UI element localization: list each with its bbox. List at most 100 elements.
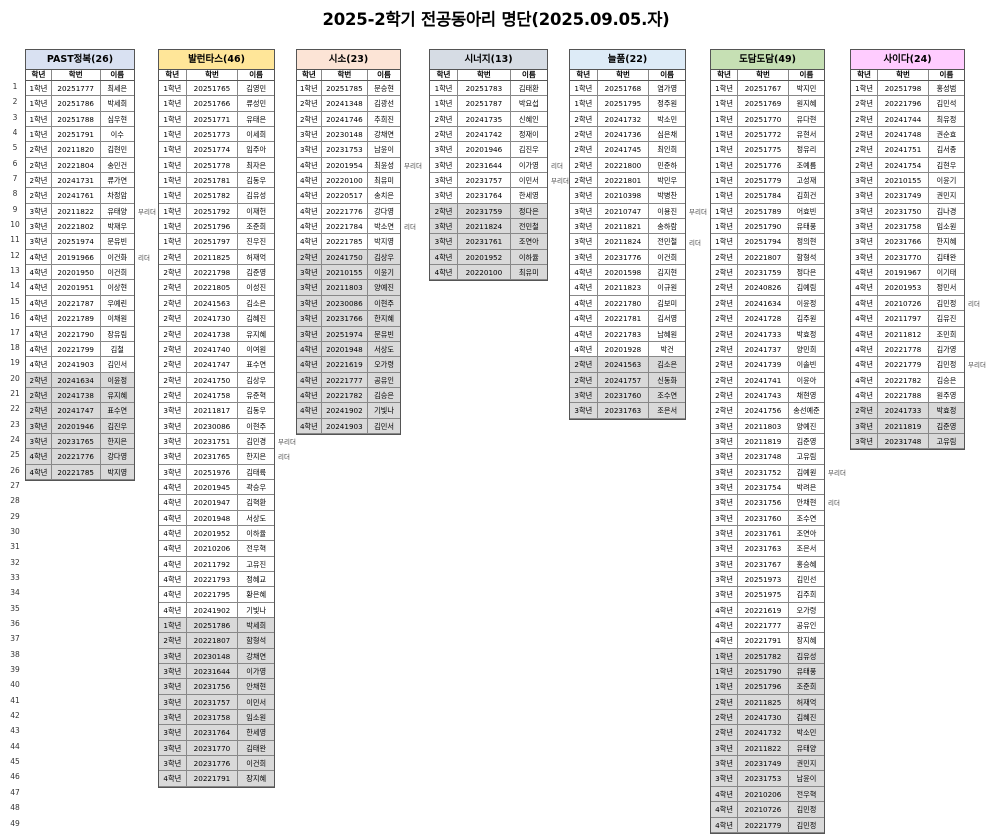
cell-name: 김태환 <box>518 84 539 93</box>
row-number: 23 <box>10 419 20 429</box>
cell-grade: 3학년 <box>570 219 598 234</box>
cell-student-id: 20231767 <box>738 556 789 571</box>
header-grade: 학년 <box>159 70 187 80</box>
cell-grade: 4학년 <box>297 188 322 203</box>
row-number: 24 <box>10 434 20 444</box>
role-label: 리더 <box>138 253 150 262</box>
cell-name: 김상우 <box>246 375 267 385</box>
cell-name: 정다은 <box>518 206 539 216</box>
table-row: 4학년 20221777 공유인 <box>711 618 824 634</box>
cell-student-id: 20221782 <box>878 372 929 387</box>
table-row: 2학년 20241750 김상우 <box>159 372 274 388</box>
cell-grade: 3학년 <box>26 203 52 219</box>
cell-grade: 3학년 <box>26 418 52 433</box>
cell-grade: 2학년 <box>26 188 52 203</box>
cell-student-id: 20231766 <box>322 311 369 326</box>
row-number: 20 <box>10 373 20 383</box>
row-number: 1 <box>12 82 18 91</box>
table-row: 2학년 20241732 박소민 <box>711 725 824 741</box>
cell-student-id: 20241757 <box>598 372 650 387</box>
cell-student-id: 20220517 <box>322 188 369 203</box>
cell-name: 김민선 <box>796 575 817 584</box>
cell-name: 남혜원 <box>657 329 678 339</box>
cell-grade: 3학년 <box>851 234 879 249</box>
table-row: 1학년 20251786 박세희 <box>159 618 274 634</box>
cell-student-id: 20221777 <box>738 618 789 633</box>
table-row: 2학년 20241745 최인희 <box>570 142 685 158</box>
cell-student-id: 20231757 <box>458 173 511 188</box>
row-numbers: 1 2 3 4 5 6 7 8 9 10 11 12 13 14 15 16 17 18 19 20 21 22 23 24 2… <box>6 79 24 831</box>
cell-student-id: 20241738 <box>52 387 101 403</box>
cell-name: 오가령 <box>374 360 394 370</box>
cell-name: 한지혜 <box>374 314 394 324</box>
cell-name: 강다영 <box>107 452 128 462</box>
header-name: 이름 <box>249 70 264 79</box>
table-row: 1학년 20251798 홍성범 <box>851 81 964 97</box>
cell-student-id: 20241902 <box>187 602 239 618</box>
header-name: 이름 <box>377 70 391 79</box>
club-table: PAST정복(26) 학년 학번 이름 1학년 20251777 최세은 1학년 2025178… <box>25 49 135 481</box>
cell-name: 김나경 <box>936 206 957 216</box>
cell-name: 남윤이 <box>796 774 817 784</box>
cell-name: 유태은 <box>246 114 267 124</box>
header-student-id: 학번 <box>187 70 239 80</box>
cell-grade: 3학년 <box>26 433 52 449</box>
cell-name: 박건 <box>660 344 674 354</box>
cell-student-id: 20241902 <box>322 403 369 418</box>
table-row: 3학년 20231758 임소원 <box>159 710 274 726</box>
cell-student-id: 20241750 <box>322 249 369 265</box>
cell-grade: 2학년 <box>711 341 739 357</box>
row-number: 45 <box>10 757 20 767</box>
cell-grade: 1학년 <box>570 81 598 96</box>
cell-grade: 1학년 <box>26 81 52 96</box>
cell-name: 김현우 <box>936 160 957 170</box>
row-number: 8 <box>12 189 18 199</box>
cell-grade: 2학년 <box>711 403 739 418</box>
cell-name: 김서영 <box>657 314 678 324</box>
cell-grade: 4학년 <box>159 510 187 525</box>
cell-student-id: 20251782 <box>738 648 789 664</box>
table-row: 3학년 20231756 안채현 <box>159 679 274 695</box>
table-row: 4학년 20221788 원주영 <box>851 387 964 404</box>
cell-student-id: 20241740 <box>187 341 239 357</box>
table-row: 3학년 20231770 김태완 <box>159 740 274 757</box>
cell-name: 이기태 <box>936 268 957 278</box>
row-number: 32 <box>10 557 20 567</box>
cell-student-id: 20231760 <box>738 510 789 525</box>
cell-name: 유지혜 <box>246 329 267 339</box>
cell-grade: 2학년 <box>159 357 187 372</box>
table-row: 1학년 20251768 염가영 <box>570 81 685 97</box>
cell-student-id: 20211792 <box>187 556 239 571</box>
cell-name: 김동우 <box>246 406 267 416</box>
cell-grade: 2학년 <box>711 326 739 341</box>
table-row: 4학년 20210726 김민정 <box>711 802 824 818</box>
cell-student-id: 20251790 <box>738 219 789 234</box>
cell-name: 김동우 <box>246 176 267 186</box>
cell-name: 이건희 <box>246 759 267 769</box>
cell-name: 기빛나 <box>246 605 267 615</box>
cell-student-id: 20230086 <box>322 295 369 311</box>
cell-grade: 2학년 <box>851 96 879 111</box>
cell-grade: 4학년 <box>570 326 598 341</box>
cell-name: 양민희 <box>796 344 817 354</box>
cell-student-id: 20231751 <box>187 433 239 449</box>
cell-student-id: 20251976 <box>187 464 239 479</box>
cell-grade: 2학년 <box>851 142 879 157</box>
cell-grade: 2학년 <box>297 111 322 127</box>
row-number: 35 <box>10 603 20 613</box>
table-row: 3학년 20210155 이윤기 <box>297 265 400 281</box>
table-row: 4학년 20221787 우예린 <box>26 295 134 312</box>
club-title: 사이다(24) <box>851 50 964 70</box>
table-row: 1학년 20251773 이세희 <box>159 127 274 143</box>
cell-grade: 3학년 <box>159 664 187 679</box>
table-row: 1학년 20251787 박요섭 <box>430 96 547 112</box>
cell-student-id: 20251768 <box>598 81 650 96</box>
table-row: 3학년 20251973 김민선 <box>711 572 824 588</box>
cell-name: 조수연 <box>796 513 817 523</box>
cell-name: 김태완 <box>246 743 267 753</box>
cell-name: 김보미 <box>657 298 678 308</box>
club-table: 사이다(24) 학년 학번 이름 1학년 20251798 홍성범 2학년 20221796 김민… <box>850 49 965 451</box>
cell-student-id: 20251774 <box>187 142 239 157</box>
cell-grade: 1학년 <box>711 81 739 96</box>
cell-grade: 4학년 <box>159 556 187 571</box>
